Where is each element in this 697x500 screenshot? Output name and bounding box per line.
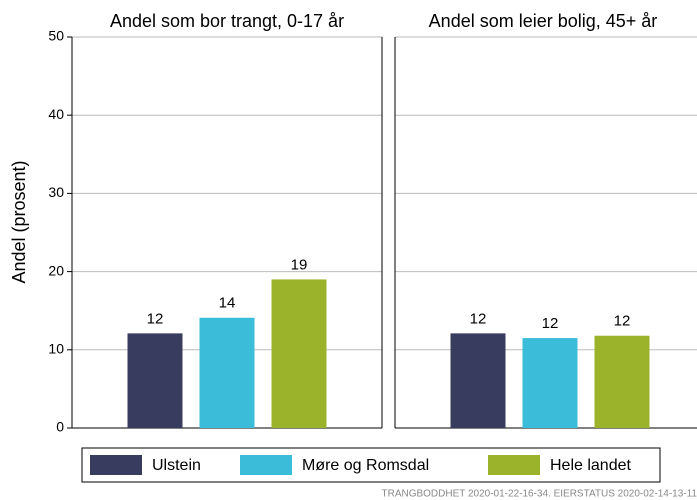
value-label: 12 bbox=[542, 315, 559, 332]
bar bbox=[450, 333, 506, 428]
bar bbox=[271, 279, 327, 428]
value-label: 12 bbox=[147, 310, 164, 327]
legend-label: Ulstein bbox=[152, 457, 201, 474]
value-label: 19 bbox=[291, 256, 308, 273]
y-tick-label: 0 bbox=[56, 419, 64, 435]
bar bbox=[127, 333, 183, 428]
legend-label: Hele landet bbox=[550, 457, 632, 474]
value-label: 14 bbox=[219, 295, 236, 312]
legend-label: Møre og Romsdal bbox=[302, 457, 429, 474]
y-tick-label: 20 bbox=[48, 262, 64, 278]
legend-swatch bbox=[488, 455, 540, 475]
panel-title: Andel som leier bolig, 45+ år bbox=[429, 11, 658, 31]
bar bbox=[522, 338, 578, 428]
value-label: 12 bbox=[614, 313, 631, 330]
y-axis-label: Andel (prosent) bbox=[9, 160, 29, 283]
legend-swatch bbox=[90, 455, 142, 475]
caption: TRANGBODDHET 2020-01-22-16-34. EIERSTATU… bbox=[381, 489, 697, 500]
y-tick-label: 10 bbox=[48, 341, 64, 357]
value-label: 12 bbox=[470, 310, 487, 327]
bar bbox=[594, 335, 650, 428]
bar bbox=[199, 317, 255, 428]
legend-box bbox=[81, 447, 661, 483]
y-tick-label: 30 bbox=[48, 184, 64, 200]
y-tick-label: 40 bbox=[48, 106, 64, 122]
legend-swatch bbox=[240, 455, 292, 475]
y-tick-label: 50 bbox=[48, 28, 64, 44]
panel-title: Andel som bor trangt, 0-17 år bbox=[110, 11, 344, 31]
